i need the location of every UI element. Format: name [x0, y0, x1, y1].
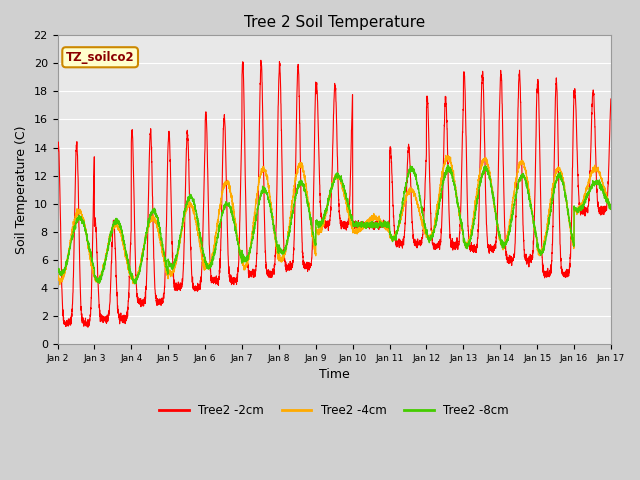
Text: TZ_soilco2: TZ_soilco2	[66, 51, 134, 64]
Title: Tree 2 Soil Temperature: Tree 2 Soil Temperature	[244, 15, 425, 30]
Y-axis label: Soil Temperature (C): Soil Temperature (C)	[15, 125, 28, 254]
X-axis label: Time: Time	[319, 368, 349, 381]
Legend: Tree2 -2cm, Tree2 -4cm, Tree2 -8cm: Tree2 -2cm, Tree2 -4cm, Tree2 -8cm	[155, 399, 514, 421]
